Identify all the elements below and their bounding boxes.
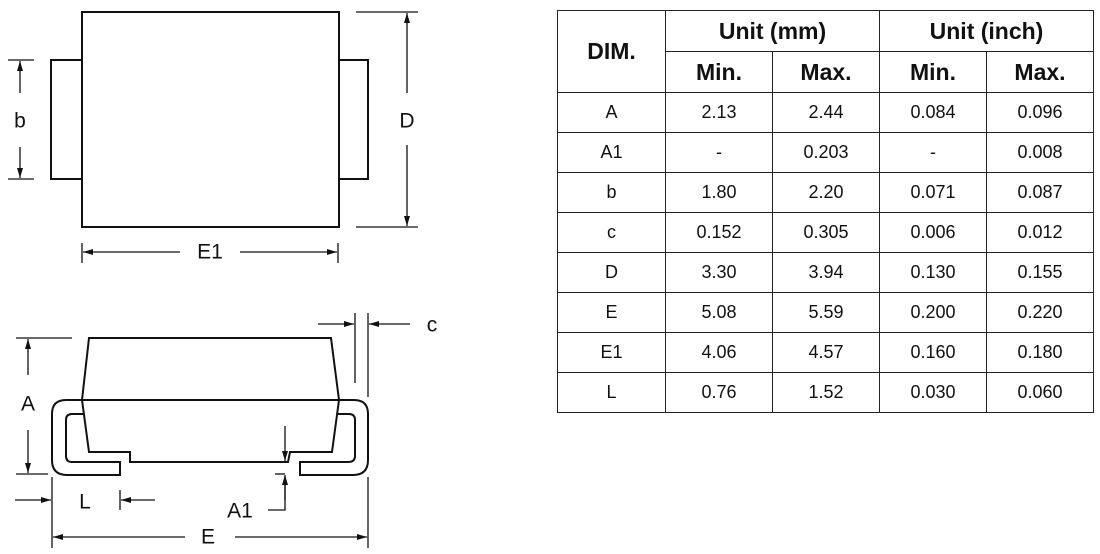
value-cell: 2.13 bbox=[665, 92, 773, 133]
group-header-mm: Unit (mm) bbox=[665, 10, 880, 52]
value-cell: - bbox=[665, 132, 773, 173]
package-body-lower bbox=[81, 399, 340, 463]
left-lead-side bbox=[51, 399, 121, 476]
dim-header: DIM. bbox=[557, 10, 666, 93]
value-cell: 1.80 bbox=[665, 172, 773, 213]
label-L: L bbox=[79, 491, 91, 514]
dim-cell: E1 bbox=[557, 332, 666, 373]
table-row: D 3.30 3.94 0.130 0.155 bbox=[557, 252, 1094, 293]
value-cell: 0.008 bbox=[986, 132, 1094, 173]
label-E1: E1 bbox=[197, 241, 223, 264]
value-cell: 0.096 bbox=[986, 92, 1094, 133]
value-cell: 0.087 bbox=[986, 172, 1094, 213]
table-row: A1-0.203-0.008 bbox=[557, 132, 1094, 173]
value-cell: 0.071 bbox=[879, 172, 987, 213]
value-cell: 0.152 bbox=[665, 212, 773, 253]
table-row: E1 4.06 4.57 0.160 0.180 bbox=[557, 332, 1094, 373]
value-cell: 0.180 bbox=[986, 332, 1094, 373]
dim-cell: D bbox=[557, 252, 666, 293]
dim-cell: c bbox=[557, 212, 666, 253]
dimension-A1: A1 bbox=[227, 426, 288, 523]
side-view: c A A1 L E bbox=[15, 313, 437, 549]
dimension-A: A bbox=[16, 337, 72, 475]
sub-header: Min. bbox=[665, 51, 773, 93]
dimension-c: c bbox=[318, 313, 437, 397]
value-cell: 4.57 bbox=[772, 332, 880, 373]
value-cell: 0.305 bbox=[772, 212, 880, 253]
value-cell: 0.030 bbox=[879, 372, 987, 413]
label-E: E bbox=[201, 526, 215, 549]
value-cell: 0.130 bbox=[879, 252, 987, 293]
value-cell: 0.006 bbox=[879, 212, 987, 253]
value-cell: 0.203 bbox=[772, 132, 880, 173]
value-cell: 0.060 bbox=[986, 372, 1094, 413]
value-cell: 2.20 bbox=[772, 172, 880, 213]
table-row: L 0.76 1.52 0.030 0.060 bbox=[557, 372, 1094, 413]
value-cell: 3.30 bbox=[665, 252, 773, 293]
right-lead-top bbox=[339, 59, 369, 180]
table-row: A 2.13 2.44 0.084 0.096 bbox=[557, 92, 1094, 133]
dimension-L: L bbox=[15, 477, 155, 548]
table-row: c 0.152 0.305 0.006 0.012 bbox=[557, 212, 1094, 253]
value-cell: 0.155 bbox=[986, 252, 1094, 293]
label-c: c bbox=[427, 314, 438, 337]
table-row: b 1.80 2.20 0.071 0.087 bbox=[557, 172, 1094, 213]
package-body-upper bbox=[80, 337, 341, 401]
dimension-E1: E1 bbox=[81, 241, 339, 264]
table-row: E 5.08 5.59 0.200 0.220 bbox=[557, 292, 1094, 333]
value-cell: 0.76 bbox=[665, 372, 773, 413]
value-cell: 0.220 bbox=[986, 292, 1094, 333]
label-b: b bbox=[14, 110, 26, 133]
dim-cell: b bbox=[557, 172, 666, 213]
dim-cell: E bbox=[557, 292, 666, 333]
dimension-D: D bbox=[356, 11, 418, 228]
sub-header: Max. bbox=[986, 51, 1094, 93]
dimension-table: DIM. Unit (mm) Unit (inch) Min. Max. Min… bbox=[557, 10, 1094, 413]
sub-header: Min. bbox=[879, 51, 987, 93]
right-lead-side bbox=[299, 399, 369, 476]
value-cell: 5.08 bbox=[665, 292, 773, 333]
left-lead-top bbox=[50, 59, 82, 180]
dim-cell: L bbox=[557, 372, 666, 413]
value-cell: 0.084 bbox=[879, 92, 987, 133]
value-cell: 2.44 bbox=[772, 92, 880, 133]
dim-cell: A1 bbox=[557, 132, 666, 173]
dimension-E: E bbox=[53, 477, 369, 549]
dimension-b: b bbox=[8, 59, 34, 180]
label-D: D bbox=[399, 110, 414, 133]
value-cell: 1.52 bbox=[772, 372, 880, 413]
top-view: b D E1 bbox=[8, 11, 418, 264]
label-A: A bbox=[21, 393, 35, 416]
sub-header: Max. bbox=[772, 51, 880, 93]
group-header-inch: Unit (inch) bbox=[879, 10, 1094, 52]
value-cell: 0.200 bbox=[879, 292, 987, 333]
value-cell: 5.59 bbox=[772, 292, 880, 333]
dim-cell: A bbox=[557, 92, 666, 133]
label-A1: A1 bbox=[227, 500, 253, 523]
value-cell: 4.06 bbox=[665, 332, 773, 373]
value-cell: 3.94 bbox=[772, 252, 880, 293]
value-cell: 0.160 bbox=[879, 332, 987, 373]
value-cell: - bbox=[879, 132, 987, 173]
value-cell: 0.012 bbox=[986, 212, 1094, 253]
package-body-top bbox=[81, 11, 340, 228]
